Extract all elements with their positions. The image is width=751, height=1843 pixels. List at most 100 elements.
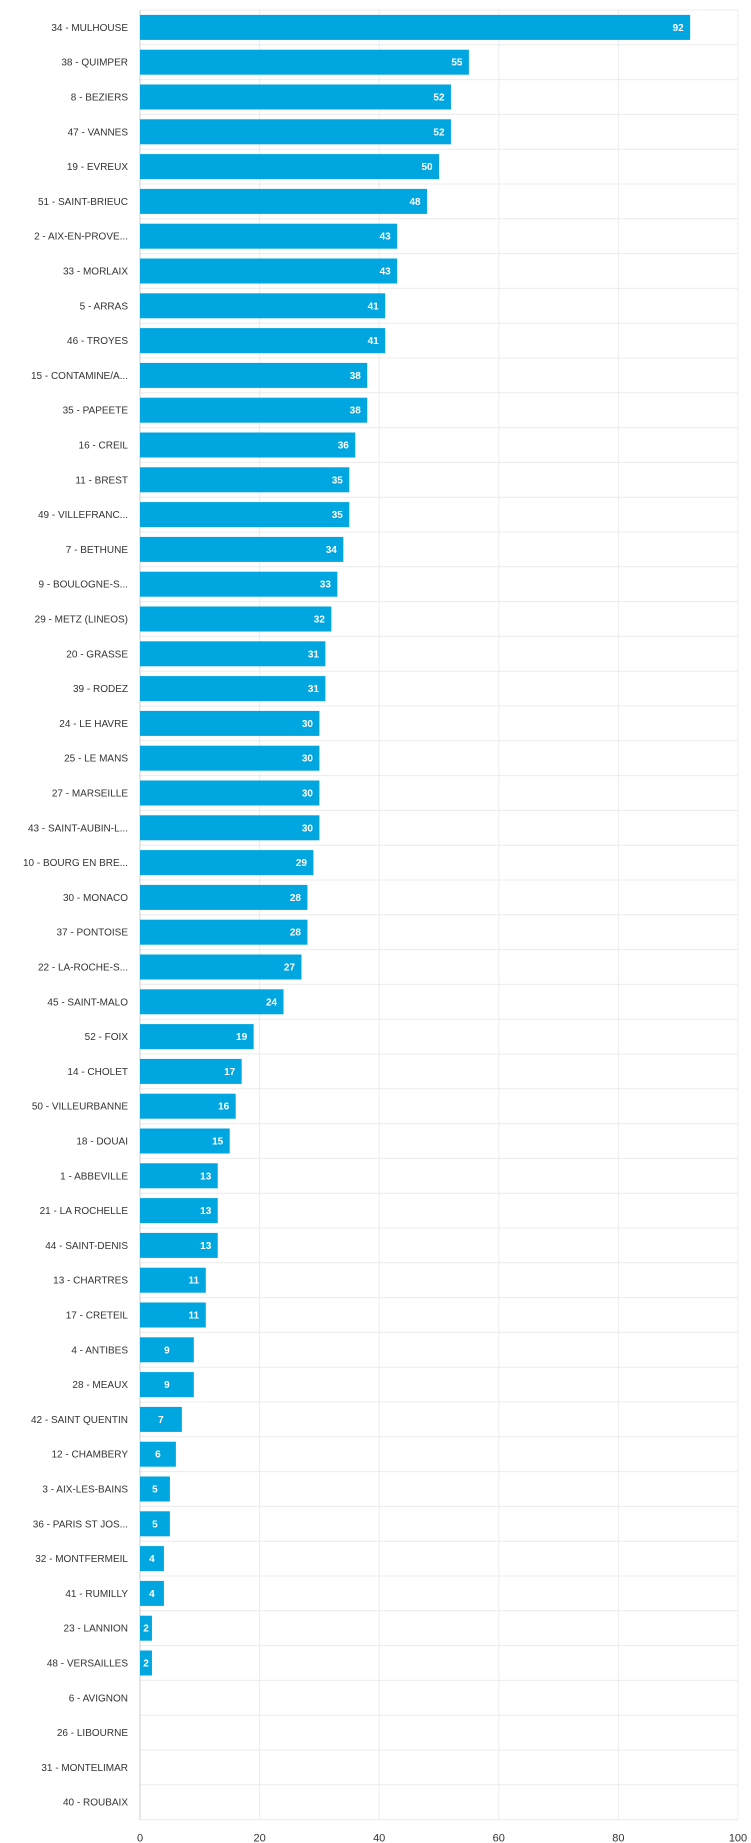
- category-label: 17 - CRETEIL: [66, 1311, 129, 1322]
- data-label: 5: [152, 1485, 158, 1496]
- data-label: 35: [332, 475, 344, 486]
- category-label: 18 - DOUAI: [76, 1137, 128, 1148]
- category-label: 11 - BREST: [75, 475, 128, 486]
- bar: [140, 154, 439, 180]
- data-label: 30: [302, 719, 314, 730]
- bar: [140, 676, 326, 702]
- category-label: 14 - CHOLET: [67, 1067, 128, 1078]
- data-label: 28: [290, 928, 302, 939]
- category-label: 23 - LANNION: [64, 1624, 128, 1635]
- bar: [140, 989, 284, 1015]
- data-label: 7: [158, 1415, 164, 1426]
- data-label: 9: [164, 1380, 170, 1391]
- category-label: 45 - SAINT-MALO: [47, 997, 128, 1008]
- category-label: 44 - SAINT-DENIS: [45, 1241, 128, 1252]
- x-tick-label: 80: [612, 1833, 624, 1843]
- data-label: 38: [350, 371, 362, 382]
- bar: [140, 745, 320, 771]
- bar: [140, 1163, 218, 1189]
- bar: [140, 1441, 176, 1467]
- data-label: 29: [296, 858, 308, 869]
- bar: [140, 1093, 236, 1119]
- category-label: 1 - ABBEVILLE: [60, 1171, 128, 1182]
- category-label: 43 - SAINT-AUBIN-L...: [28, 823, 128, 834]
- category-label: 46 - TROYES: [67, 336, 128, 347]
- bar: [140, 641, 326, 667]
- category-label: 37 - PONTOISE: [56, 928, 128, 939]
- data-label: 31: [308, 684, 320, 695]
- gridlines: [139, 9, 739, 1821]
- data-label: 92: [673, 23, 685, 34]
- bar: [140, 1476, 170, 1502]
- data-label: 9: [164, 1345, 170, 1356]
- data-label: 15: [212, 1137, 224, 1148]
- data-label: 2: [143, 1624, 149, 1635]
- category-label: 31 - MONTELIMAR: [41, 1763, 128, 1774]
- category-label: 6 - AVIGNON: [69, 1693, 128, 1704]
- data-label: 2: [143, 1659, 149, 1670]
- category-label: 28 - MEAUX: [72, 1380, 128, 1391]
- data-label: 4: [149, 1554, 155, 1565]
- category-label: 10 - BOURG EN BRE...: [23, 858, 128, 869]
- data-label: 52: [433, 127, 445, 138]
- data-label: 6: [155, 1450, 161, 1461]
- bar: [140, 397, 368, 423]
- bars: [140, 14, 691, 1676]
- bar: [140, 223, 398, 249]
- data-label: 52: [433, 93, 445, 104]
- data-label: 41: [368, 301, 380, 312]
- category-label: 2 - AIX-EN-PROVE...: [34, 232, 128, 243]
- data-label: 48: [409, 197, 421, 208]
- category-label: 41 - RUMILLY: [65, 1589, 128, 1600]
- category-label: 26 - LIBOURNE: [57, 1728, 128, 1739]
- bar: [140, 780, 320, 806]
- x-tick-label: 20: [253, 1833, 265, 1843]
- bar: [140, 1580, 164, 1606]
- data-label: 11: [188, 1311, 199, 1322]
- data-label: 50: [421, 162, 433, 173]
- data-label: 17: [224, 1067, 236, 1078]
- category-label: 13 - CHARTRES: [53, 1276, 128, 1287]
- category-label: 25 - LE MANS: [64, 754, 128, 765]
- data-label: 16: [218, 1102, 230, 1113]
- category-label: 49 - VILLEFRANC...: [38, 510, 128, 521]
- bar: [140, 710, 320, 736]
- category-label: 24 - LE HAVRE: [59, 719, 128, 730]
- category-label: 4 - ANTIBES: [71, 1345, 128, 1356]
- data-label: 41: [368, 336, 380, 347]
- bar: [140, 328, 386, 354]
- data-label: 33: [320, 580, 332, 591]
- data-label: 43: [380, 267, 392, 278]
- data-label: 34: [326, 545, 338, 556]
- category-label: 16 - CREIL: [79, 441, 129, 452]
- category-label: 9 - BOULOGNE-S...: [39, 580, 128, 591]
- bar: [140, 258, 398, 284]
- data-label: 31: [308, 649, 320, 660]
- category-label: 51 - SAINT-BRIEUC: [38, 197, 128, 208]
- category-label: 36 - PARIS ST JOS...: [33, 1519, 128, 1530]
- category-label: 29 - METZ (LINEOS): [35, 615, 128, 626]
- bar: [140, 1232, 218, 1258]
- data-label: 13: [200, 1206, 212, 1217]
- bar: [140, 1337, 194, 1363]
- x-tick-label: 40: [373, 1833, 385, 1843]
- bar: [140, 188, 428, 214]
- data-label: 13: [200, 1241, 212, 1252]
- data-label: 38: [350, 406, 362, 417]
- bar: [140, 432, 356, 458]
- category-label: 7 - BETHUNE: [66, 545, 129, 556]
- category-label: 22 - LA-ROCHE-S...: [38, 963, 128, 974]
- bar: [140, 884, 308, 910]
- bar: [140, 1267, 206, 1293]
- bar: [140, 1546, 164, 1572]
- category-label: 5 - ARRAS: [80, 301, 129, 312]
- data-label: 27: [284, 963, 296, 974]
- category-label: 15 - CONTAMINE/A...: [31, 371, 128, 382]
- bar: [140, 919, 308, 945]
- bar: [140, 1198, 218, 1224]
- bar: [140, 1406, 182, 1432]
- category-label: 8 - BEZIERS: [71, 93, 129, 104]
- data-label: 30: [302, 789, 314, 800]
- category-label: 42 - SAINT QUENTIN: [31, 1415, 128, 1426]
